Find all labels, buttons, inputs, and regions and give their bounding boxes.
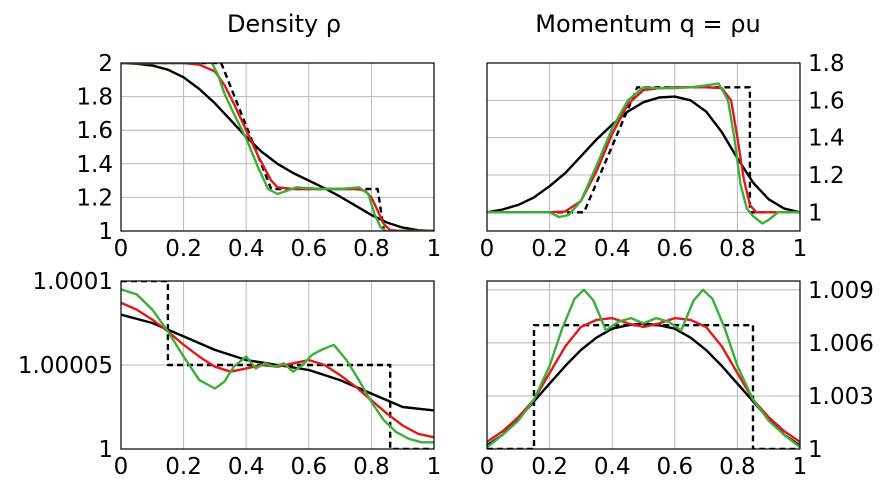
chart-panel-3: 0 0.2 0.4 0.6 0.8 1 1 1.00005 1.0001 xyxy=(18,269,441,480)
x-tick-label: 1 xyxy=(793,236,808,262)
x-tick-label: 0.8 xyxy=(353,454,390,480)
y-tick-label: 1.003 xyxy=(808,384,874,410)
series-group xyxy=(121,281,434,449)
series-line-4 xyxy=(121,63,434,231)
series-line-3 xyxy=(487,86,800,214)
x-tick-label: 0.6 xyxy=(291,454,328,480)
x-tick-label: 0.2 xyxy=(531,454,568,480)
x-tick-label: 0.4 xyxy=(228,236,265,262)
x-tick-label: 0.4 xyxy=(594,236,631,262)
x-tick-label: 0 xyxy=(114,454,129,480)
series-line-2 xyxy=(121,313,434,412)
y-tick-label: 1.00005 xyxy=(18,353,113,379)
y-tick-label: 1.6 xyxy=(76,118,113,144)
series-line-3 xyxy=(121,63,434,231)
x-tick-label: 1 xyxy=(427,236,442,262)
series-group xyxy=(487,82,800,225)
series-line-1 xyxy=(487,324,800,449)
series-line-2 xyxy=(487,95,800,214)
x-tick-label: 0.6 xyxy=(657,454,694,480)
series-group xyxy=(121,63,434,231)
x-tick-label: 1 xyxy=(427,454,442,480)
x-tick-label: 1 xyxy=(793,454,808,480)
x-tick-label: 0.8 xyxy=(719,454,756,480)
chart-panel-1: 0 0.2 0.4 0.6 0.8 1 1 1.2 1.4 1.6 1.8 2 xyxy=(76,51,441,262)
x-tick-label: 0.4 xyxy=(594,454,631,480)
title-density: Density ρ xyxy=(227,10,341,38)
series-line-4 xyxy=(121,288,434,444)
series-line-1 xyxy=(487,86,800,214)
chart-panel-2: 0 0.2 0.4 0.6 0.8 11 1.2 1.4 1.6 1.8 xyxy=(480,51,845,262)
y-tick-label: 1.4 xyxy=(808,126,845,152)
series-line-4 xyxy=(487,288,800,449)
y-tick-label: 1.006 xyxy=(808,331,874,357)
y-tick-label: 1.8 xyxy=(808,51,845,77)
x-tick-label: 0 xyxy=(480,236,495,262)
y-tick-label: 1 xyxy=(98,437,113,463)
plot-frame xyxy=(486,280,801,450)
y-tick-label: 1.4 xyxy=(76,152,113,178)
x-tick-label: 0 xyxy=(480,454,495,480)
plot-frame xyxy=(120,280,435,450)
series-line-3 xyxy=(121,301,434,439)
x-tick-label: 0.8 xyxy=(719,236,756,262)
x-tick-label: 0.6 xyxy=(657,236,694,262)
x-tick-label: 0.2 xyxy=(531,236,568,262)
series-line-4 xyxy=(487,82,800,225)
y-tick-label: 1.2 xyxy=(808,163,845,189)
chart-panel-4: 0 0.2 0.4 0.6 0.8 11 1.003 1.006 1.009 xyxy=(480,278,874,480)
y-tick-label: 1 xyxy=(808,200,823,226)
y-tick-label: 1 xyxy=(98,219,113,245)
x-tick-label: 0.2 xyxy=(165,454,202,480)
x-tick-label: 0.6 xyxy=(291,236,328,262)
series-line-1 xyxy=(121,63,434,231)
x-tick-label: 0.8 xyxy=(353,236,390,262)
y-tick-label: 1.009 xyxy=(808,278,874,304)
y-tick-label: 2 xyxy=(98,51,113,77)
x-tick-label: 0.2 xyxy=(165,236,202,262)
y-tick-label: 1.2 xyxy=(76,185,113,211)
plot-frame xyxy=(120,62,435,232)
y-tick-label: 1.0001 xyxy=(33,269,113,295)
x-tick-label: 0 xyxy=(114,236,129,262)
series-group xyxy=(487,288,800,449)
x-tick-label: 0.4 xyxy=(228,454,265,480)
plot-frame xyxy=(486,62,801,232)
y-tick-label: 1.8 xyxy=(76,85,113,111)
y-tick-label: 1 xyxy=(808,437,823,463)
y-tick-label: 1.6 xyxy=(808,88,845,114)
title-momentum: Momentum q = ρu xyxy=(535,10,760,38)
series-line-2 xyxy=(121,63,434,231)
